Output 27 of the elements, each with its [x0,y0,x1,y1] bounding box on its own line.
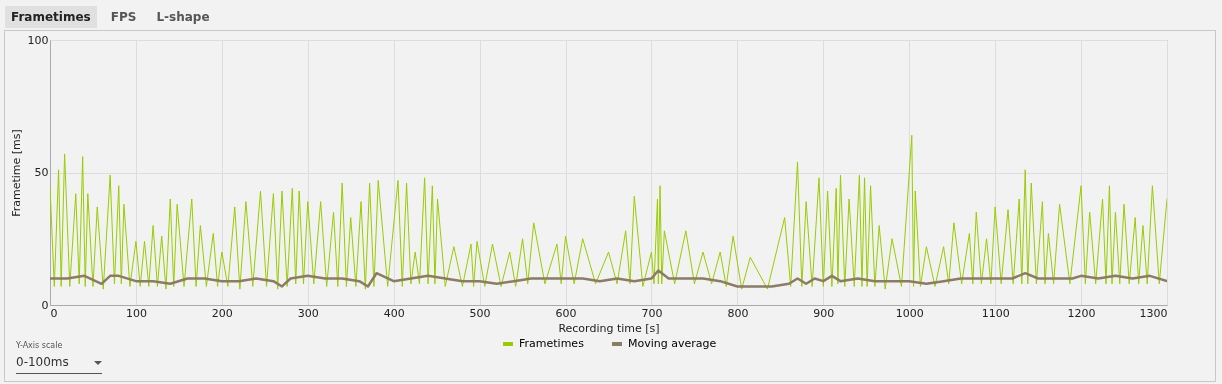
x-tick-label: 500 [469,306,491,320]
x-tick-label: 1200 [1067,306,1096,320]
x-axis-title: Recording time [s] [558,321,660,335]
text: FPS [109,9,138,26]
y-tick-label: 50 [34,166,49,179]
x-tick-label: 700 [641,306,663,320]
text: 0-100ms [16,352,102,374]
x-tick-label: 100 [125,306,147,320]
x-tick-label: 200 [211,306,233,320]
legend-label: Moving average [628,337,717,350]
text: Frametimes [5,6,97,28]
legend-label: Frametimes [519,337,585,350]
line-series [50,269,1167,288]
x-tick-label: 900 [813,306,835,320]
text: L-shape [155,9,211,26]
text: Y-Axis scale [16,341,64,350]
x-tick-label: 0 [50,306,58,320]
y-tick-label: 100 [27,33,49,47]
x-tick-label: 1100 [981,306,1010,320]
y-axis-title: Frametime [ms] [9,129,23,217]
x-tick-label: 1300 [1139,306,1168,320]
x-tick-label: 1000 [895,306,924,320]
line-series [50,134,1167,290]
x-tick-label: 400 [383,306,405,320]
x-tick-label: 300 [297,306,319,320]
x-tick-label: 800 [727,306,749,320]
x-tick-label: 600 [555,306,577,320]
